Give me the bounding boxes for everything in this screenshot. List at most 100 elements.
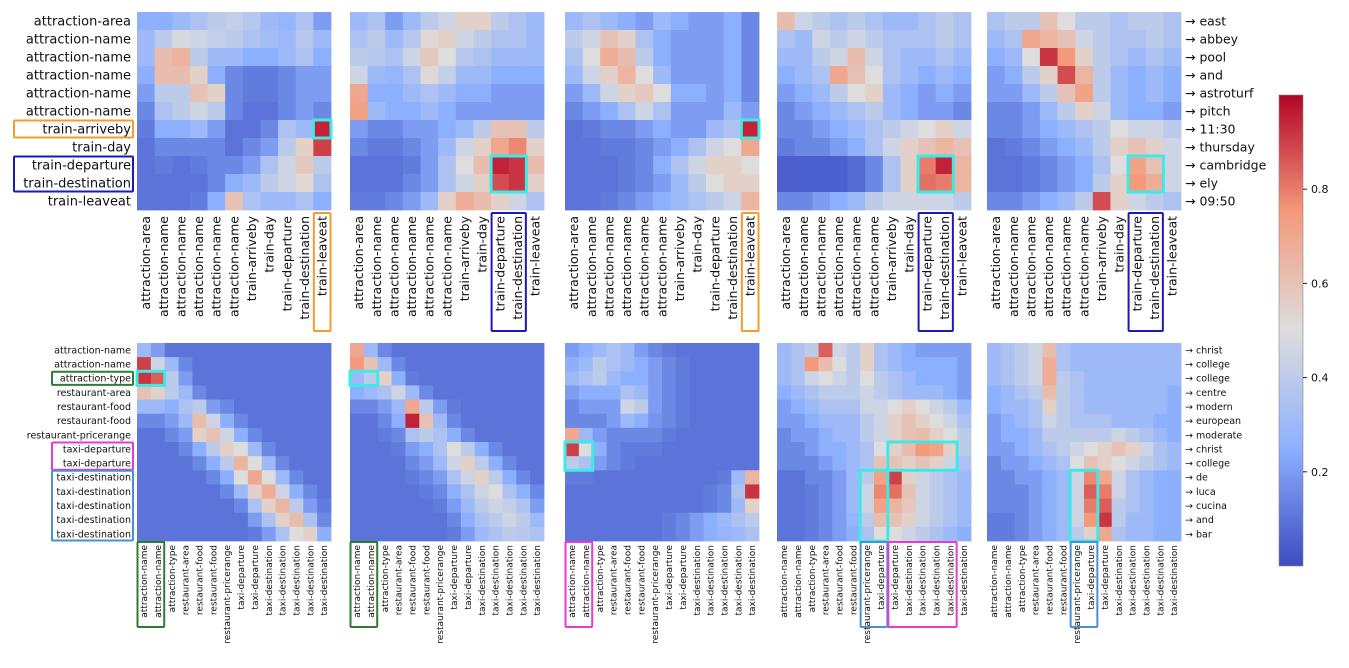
- top-panel-2-cell-r9-c1: [367, 174, 386, 193]
- top-panel-4-cell-r10-c0: [777, 192, 796, 211]
- bottom-panel-2-cell-r10-c11: [502, 484, 517, 499]
- top-panel-3-xtick-10: train-leaveat: [743, 216, 758, 296]
- bottom-panel-2-cell-r13-c7: [447, 526, 462, 542]
- bottom-panel-5-cell-r10-c0: [987, 484, 1002, 499]
- top-panel-5-cell-r1-c3: [1039, 30, 1058, 49]
- bottom-panel-4-cell-r0-c3: [818, 343, 833, 358]
- top-ytick-7: train-day: [72, 141, 131, 156]
- top-panel-4-cell-r9-c10: [953, 174, 972, 193]
- bottom-panel-4-cell-r9-c11: [929, 470, 944, 485]
- top-panel-5-cell-r3-c0: [987, 66, 1006, 85]
- bottom-panel-4-cell-r0-c8: [887, 343, 903, 358]
- bottom-panel-1-xtick-8: taxi-departure: [251, 545, 261, 610]
- bottom-panel-2-cell-r8-c0: [350, 456, 365, 471]
- bottom-panel-5-xtick-0: attraction-name: [990, 545, 1000, 618]
- bottom-panel-1-cell-r13-c4: [192, 526, 207, 542]
- bottom-panel-5-cell-r12-c13: [1167, 512, 1182, 528]
- bottom-panel-5-cell-r8-c4: [1042, 456, 1057, 471]
- bottom-panel-1-cell-r8-c11: [289, 456, 304, 471]
- top-panel-5-cell-r0-c0: [987, 12, 1006, 31]
- bottom-panel-2-cell-r10-c8: [460, 484, 476, 499]
- bottom-ylabel-highlight-0: [51, 370, 134, 386]
- bottom-panel-4-cell-r11-c6: [860, 498, 875, 514]
- bottom-panel-3-cell-r3-c9: [689, 385, 704, 400]
- bottom-panel-4-cell-r2-c11: [929, 371, 944, 386]
- bottom-panel-3-cell-r2-c0: [565, 371, 580, 386]
- top-panel-1-xtick-7: train-day: [262, 215, 277, 272]
- bottom-panel-4-cell-r4-c12: [943, 399, 958, 415]
- bottom-panel-3-cell-r11-c13: [745, 498, 760, 514]
- top-panel-2-cell-r8-c8: [491, 156, 510, 175]
- bottom-panel-2-xtick-10: taxi-destination: [492, 545, 502, 616]
- bottom-panel-1-cell-r9-c11: [289, 470, 304, 485]
- bottom-panel-1-cell-r12-c8: [247, 512, 263, 528]
- top-panel-3-cell-r5-c2: [600, 102, 619, 121]
- bottom-panel-2-cell-r11-c9: [474, 498, 489, 514]
- bottom-panel-5-cell-r5-c11: [1139, 413, 1154, 429]
- bottom-panel-3-cell-r3-c10: [703, 385, 718, 400]
- bottom-panel-4-cell-r9-c9: [901, 470, 916, 485]
- bottom-panel-2-cell-r9-c7: [447, 470, 462, 485]
- top-panel-4-cell-r3-c8: [918, 66, 937, 85]
- bottom-panel-1-cell-r12-c10: [275, 512, 290, 528]
- bottom-panel-3-cell-r3-c2: [592, 385, 607, 400]
- top-panel-4-cell-r6-c8: [918, 120, 937, 139]
- top-panel-2-cell-r3-c4: [420, 66, 439, 85]
- bottom-panel-4-xtick-10: taxi-destination: [919, 545, 929, 616]
- bottom-panel-2-cell-r5-c5: [419, 413, 434, 429]
- top-panel-1-cell-r1-c7: [260, 30, 279, 49]
- top-panel-4-cell-r8-c9: [935, 156, 954, 175]
- bottom-panel-5-cell-r5-c3: [1028, 413, 1043, 429]
- top-panel-1-cell-r6-c0: [137, 120, 156, 139]
- bottom-panel-2-cell-r6-c3: [391, 427, 406, 443]
- bottom-panel-3-cell-r4-c10: [703, 399, 718, 415]
- top-panel-4-cell-r1-c7: [900, 30, 919, 49]
- bottom-panel-4-cell-r6-c5: [846, 427, 861, 443]
- bottom-panel-2-cell-r2-c10: [488, 371, 503, 386]
- bottom-panel-5-cell-r1-c10: [1125, 357, 1140, 372]
- top-panel-1-cell-r7-c4: [207, 138, 226, 157]
- bottom-panel-1-cell-r13-c9: [261, 526, 276, 542]
- bottom-panel-2-cell-r12-c7: [447, 512, 462, 528]
- bottom-panel-4-cell-r10-c6: [860, 484, 875, 499]
- bottom-panel-1-cell-r12-c3: [178, 512, 193, 528]
- bottom-panel-4-xtick-4: restaurant-food: [836, 545, 846, 615]
- bottom-panel-2-cell-r2-c9: [474, 371, 489, 386]
- top-cell-highlight-2: [739, 118, 761, 140]
- top-panel-2-cell-r8-c5: [438, 156, 457, 175]
- top-panel-2-cell-r3-c5: [438, 66, 457, 85]
- bottom-panel-5-cell-r13-c1: [1000, 526, 1016, 542]
- top-panel-2-cell-r8-c4: [420, 156, 439, 175]
- bottom-panel-4-cell-r8-c5: [846, 456, 861, 471]
- bottom-panel-2-cell-r13-c1: [363, 526, 379, 542]
- bottom-panel-3-cell-r2-c3: [606, 371, 621, 386]
- bottom-panel-3-cell-r2-c2: [592, 371, 607, 386]
- bottom-panel-2-cell-r10-c12: [516, 484, 531, 499]
- top-panel-3-cell-r6-c8: [706, 120, 725, 139]
- bottom-panel-2-xtick-11: taxi-destination: [506, 545, 516, 616]
- top-panel-1-cell-r9-c1: [154, 174, 173, 193]
- bottom-panel-5-cell-r4-c1: [1000, 399, 1016, 415]
- top-panel-2-cell-r2-c6: [455, 48, 474, 67]
- top-panel-1-cell-r2-c6: [242, 48, 261, 67]
- bottom-panel-3-xtick-13: taxi-destination: [748, 545, 758, 616]
- bottom-panel-1-cell-r11-c12: [303, 498, 318, 514]
- top-ytick-10: train-leaveat: [48, 195, 131, 210]
- bottom-panel-2-cell-r8-c8: [460, 456, 476, 471]
- bottom-panel-2-cell-r9-c3: [391, 470, 406, 485]
- bottom-panel-3-cell-r13-c11: [717, 526, 732, 542]
- bottom-panel-3-cell-r0-c9: [689, 343, 704, 358]
- bottom-panel-2-cell-r3-c2: [377, 385, 392, 400]
- bottom-panel-3-cell-r11-c10: [703, 498, 718, 514]
- colorbar-gradient: [1279, 95, 1303, 566]
- bottom-panel-2-cell-r6-c10: [488, 427, 503, 443]
- bottom-value-token-2: → college: [1185, 374, 1230, 385]
- bottom-panel-2-cell-r1-c2: [377, 357, 392, 372]
- bottom-panel-4-cell-r10-c2: [804, 484, 819, 499]
- bottom-panel-5-cell-r3-c1: [1000, 385, 1016, 400]
- top-panel-5-cell-r6-c6: [1092, 120, 1111, 139]
- bottom-panel-5-cell-r11-c6: [1070, 498, 1085, 514]
- bottom-panel-3-cell-r3-c13: [745, 385, 760, 400]
- bottom-panel-5-cell-r2-c5: [1056, 371, 1071, 386]
- top-panel-4-cell-r7-c4: [847, 138, 866, 157]
